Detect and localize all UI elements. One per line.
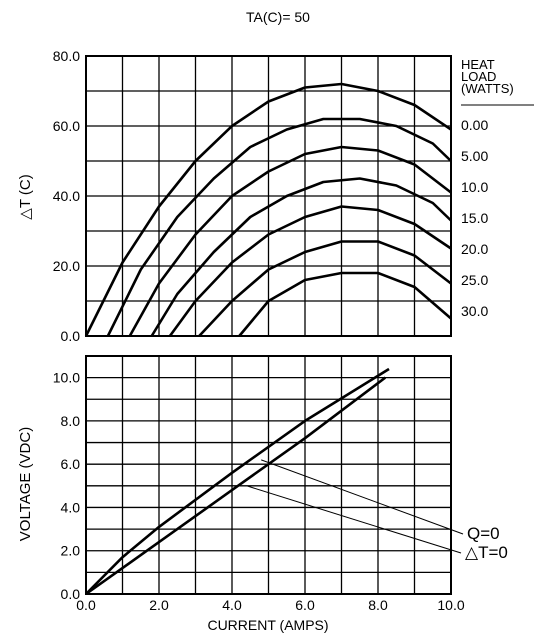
delta-t-series-line-4 [168, 205, 452, 337]
delta-t-series-line-3 [150, 177, 452, 337]
annotation-leader-line [261, 459, 464, 535]
current-x-tick-label: 6.0 [295, 597, 315, 613]
voltage-series-line-0 [85, 367, 390, 595]
voltage-plot: 0.0 2.0 4.0 6.0 8.0 10.0 0.0 2.0 4.0 6.0 8.0 10.0 [53, 355, 465, 613]
delta-t-series-line-5 [198, 240, 452, 337]
current-x-tick-label: 0.0 [76, 597, 96, 613]
current-x-tick-label: 2.0 [149, 597, 169, 613]
annotation-leader-line [246, 485, 462, 554]
current-x-tick-label: 8.0 [368, 597, 388, 613]
current-x-tick-label: 10.0 [437, 597, 464, 613]
delta-t-y-tick-label: 80.0 [53, 48, 80, 64]
voltage-y-tick-label: 2.0 [61, 543, 81, 559]
legend-title-line: LOAD [461, 69, 496, 84]
legend-title-line: (WATTS) [461, 81, 514, 96]
delta-t-frame [85, 55, 452, 337]
voltage-series-line-1 [85, 376, 387, 596]
delta-t-plot: 0.0 20.0 40.0 60.0 80.0 [53, 48, 452, 344]
voltage-y-tick-label: 10.0 [53, 370, 80, 386]
legend-entry-1: 5.00 [461, 148, 488, 164]
voltage-frame [85, 355, 452, 595]
legend-entry-6: 30.0 [461, 303, 488, 319]
voltage-y-tick-label: 0.0 [61, 586, 81, 602]
legend-entry-0: 0.00 [461, 117, 488, 133]
delta-t-series-line-1 [106, 117, 452, 337]
delta-t-y-tick-label: 40.0 [53, 188, 80, 204]
legend-entry-5: 25.0 [461, 272, 488, 288]
legend-entry-2: 10.0 [461, 179, 488, 195]
delta-t-series-line-0 [84, 82, 452, 337]
legend-title-line: HEAT [461, 57, 495, 72]
annotation-label: △T=0 [465, 543, 508, 562]
curve-annotations: Q=0△T=0 [246, 459, 508, 562]
voltage-y-tick-label: 6.0 [61, 456, 81, 472]
delta-t-series-line-6 [238, 271, 452, 337]
voltage-y-tick-label: 8.0 [61, 413, 81, 429]
delta-t-axis-label: △T (C) [17, 174, 34, 219]
current-axis-label: CURRENT (AMPS) [207, 617, 328, 633]
chart-title: TA(C)= 50 [246, 9, 310, 25]
delta-t-series-line-2 [128, 145, 452, 337]
voltage-y-tick-label: 4.0 [61, 499, 81, 515]
delta-t-y-tick-label: 60.0 [53, 118, 80, 134]
annotation-label: Q=0 [467, 524, 500, 543]
delta-t-y-tick-label: 20.0 [53, 258, 80, 274]
legend-entry-3: 15.0 [461, 210, 488, 226]
delta-t-y-tick-label: 0.0 [61, 328, 81, 344]
voltage-axis-label: VOLTAGE (VDC) [17, 427, 34, 541]
current-x-tick-label: 4.0 [222, 597, 242, 613]
legend-entry-4: 20.0 [461, 241, 488, 257]
